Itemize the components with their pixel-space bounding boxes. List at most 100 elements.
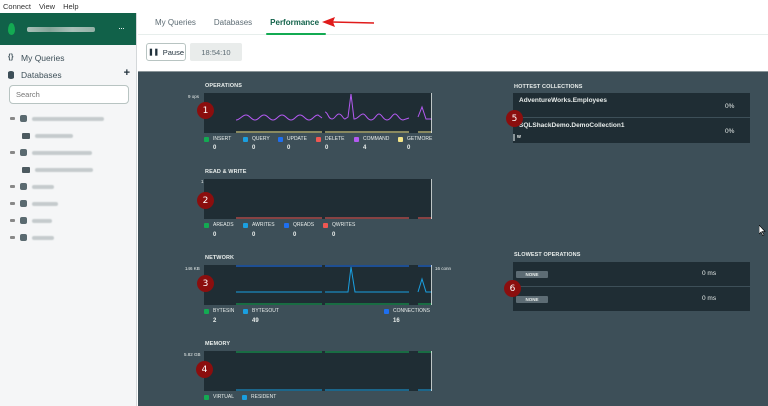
legend-swatch [243,222,248,228]
tree-item-label-blurred [32,218,52,223]
collection-name: AdventureWorks.Employees [519,97,608,104]
pause-label: Pause [162,47,184,57]
menu-help[interactable]: Help [63,2,79,11]
tab-databases[interactable]: Databases [213,18,253,27]
menu-connect[interactable]: Connect [3,2,31,11]
legend-label: CONNECTIONS [393,308,430,314]
legend-item-connections[interactable]: CONNECTIONS [384,308,430,314]
legend-value: 0 [293,232,297,238]
activity-label: w [517,134,521,140]
legend-item-command[interactable]: COMMAND [354,136,389,142]
caret-icon[interactable] [10,117,15,120]
slowest-row[interactable]: NONE 0 ms [513,287,750,311]
legend-item-virtual[interactable]: VIRTUAL [204,394,234,400]
legend-item-update[interactable]: UPDATE [278,136,307,142]
folder-icon [22,132,30,139]
add-database-button[interactable]: + [123,67,130,79]
caret-icon[interactable] [10,219,15,222]
caret-icon[interactable] [10,236,15,239]
legend-swatch [354,136,359,142]
chart-title-read-write: READ & WRITE [205,169,247,175]
annotation-badge-6: 6 [504,280,521,297]
panel-title-slowest: SLOWEST OPERATIONS [514,252,581,258]
more-options-button[interactable]: ··· [118,23,125,33]
caret-icon[interactable] [10,151,15,154]
legend-item-resident[interactable]: RESIDENT [242,394,276,400]
caret-icon[interactable] [10,202,15,205]
menu-bar: Connect View Help [0,0,768,13]
tree-item-label-blurred [32,150,92,155]
slowest-row[interactable]: NONE 0 ms [513,262,750,287]
tree-database-item[interactable] [0,110,136,127]
search-input[interactable] [9,85,129,104]
database-icon [20,183,27,190]
operation-time: 0 ms [702,270,717,277]
legend-label: INSERT [213,136,232,142]
tree-item-label-blurred [32,116,104,121]
legend-swatch [204,394,209,400]
legend-label: QREADS [293,222,315,228]
annotation-badge-4: 4 [196,361,213,378]
tab-performance[interactable]: Performance [261,13,328,35]
legend-label: DELETE [325,136,345,142]
database-icon [8,70,18,79]
legend-label: AWRITES [252,222,275,228]
pause-button[interactable]: ❚❚ Pause [146,43,186,61]
read-write-ymax: 1 [201,179,204,184]
legend-label: RESIDENT [251,394,277,400]
hottest-row[interactable]: AdventureWorks.Employees 0% [513,93,750,118]
legend-label: GETMORE [407,136,433,142]
legend-item-insert[interactable]: INSERT [204,136,231,142]
panel-title-hottest: HOTTEST COLLECTIONS [514,84,583,90]
legend-swatch [278,136,283,142]
tree-item-label-blurred [35,133,73,138]
legend-swatch [204,222,209,228]
sidebar-item-databases[interactable]: Databases + [0,66,136,83]
legend-label: QWRITES [332,222,356,228]
tree-database-item[interactable] [0,144,136,161]
legend-item-delete[interactable]: DELETE [316,136,344,142]
legend-item-query[interactable]: QUERY [243,136,270,142]
tree-item-label-blurred [32,235,54,240]
legend-item-qreads[interactable]: QREADS [284,222,314,228]
current-time: 18:54:10 [190,43,242,61]
tree-database-item[interactable] [0,229,136,246]
hottest-row[interactable]: SQLShackDemo.DemoCollection1 0% w [513,118,750,143]
tree-collection-item[interactable] [0,161,136,178]
network-ymax: 146 KB [185,266,200,271]
sidebar-item-my-queries[interactable]: {} My Queries [0,49,136,66]
legend-swatch [323,222,328,228]
operation-type-tag: NONE [516,296,548,303]
tree-database-item[interactable] [0,195,136,212]
legend-item-bytesout[interactable]: BYTESOUT [243,308,279,314]
legend-label: BYTESIN [213,308,235,314]
network-y2max: 16 conn [435,266,452,271]
connection-header[interactable]: ··· [0,13,136,45]
legend-value: 4 [363,145,367,151]
legend-value: 0 [213,232,217,238]
chart-title-memory: MEMORY [205,341,231,347]
legend-item-awrites[interactable]: AWRITES [243,222,275,228]
legend-item-qwrites[interactable]: QWRITES [323,222,355,228]
folder-icon [22,166,30,173]
legend-swatch [204,136,209,142]
tab-my-queries[interactable]: My Queries [155,18,196,27]
chart-title-operations: OPERATIONS [205,83,242,89]
legend-item-areads[interactable]: AREADS [204,222,234,228]
tree-item-label-blurred [35,167,93,172]
tree-collection-item[interactable] [0,127,136,144]
tree-database-item[interactable] [0,178,136,195]
hottest-collections-panel: AdventureWorks.Employees 0% SQLShackDemo… [513,93,750,143]
legend-item-getmore[interactable]: GETMORE [398,136,432,142]
collection-name: SQLShackDemo.DemoCollection1 [519,122,625,129]
menu-view[interactable]: View [38,2,56,11]
tab-bar: My Queries Databases Performance [138,13,768,35]
caret-icon[interactable] [10,185,15,188]
legend-item-bytesin[interactable]: BYTESIN [204,308,234,314]
performance-toolbar: ❚❚ Pause 18:54:10 [138,36,768,71]
memory-ymax: 5.82 GB [184,352,201,357]
sidebar-item-label: My Queries [21,52,65,63]
legend-label: QUERY [252,136,270,142]
read-write-chart [204,179,432,219]
tree-database-item[interactable] [0,212,136,229]
